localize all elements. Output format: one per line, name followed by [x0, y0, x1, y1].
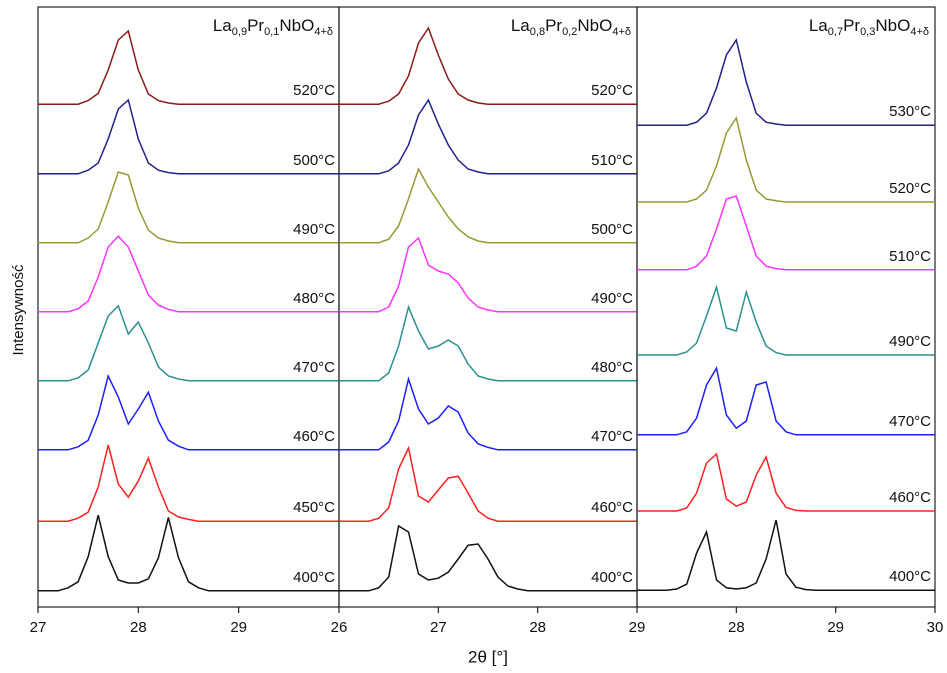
x-axis-label: 2θ [°]	[468, 647, 508, 666]
series-label: 470°C	[889, 413, 931, 430]
series-label: 400°C	[591, 569, 633, 586]
x-tick-label: 30	[927, 619, 944, 636]
series-label: 520°C	[889, 180, 931, 197]
series-label: 520°C	[591, 82, 633, 99]
xrd-line	[637, 452, 935, 512]
xrd-line	[38, 304, 339, 382]
xrd-line	[637, 366, 935, 436]
panel-title: La0,9Pr0,1NbO4+δ	[213, 16, 333, 37]
panel-frame	[636, 6, 936, 608]
xrd-line	[339, 445, 637, 522]
series-label: 460°C	[293, 428, 335, 445]
xrd-line	[38, 235, 339, 313]
xrd-line	[339, 236, 637, 313]
panel-title: La0,8Pr0,2NbO4+δ	[511, 16, 631, 37]
xrd-line	[38, 444, 339, 522]
y-axis-label: Intensywność	[10, 264, 27, 355]
xrd-line	[637, 195, 935, 271]
series-label: 510°C	[889, 248, 931, 265]
series-label: 490°C	[591, 290, 633, 307]
x-tick-label: 27	[430, 619, 447, 636]
series-label: 460°C	[889, 489, 931, 506]
series-label: 450°C	[293, 499, 335, 516]
x-tick-label: 29	[629, 619, 646, 636]
series-label: 470°C	[293, 359, 335, 376]
series-label: 480°C	[591, 359, 633, 376]
series-label: 500°C	[293, 152, 335, 169]
xrd-line	[637, 38, 935, 126]
x-tick-label: 29	[827, 619, 844, 636]
x-tick-label: 29	[230, 619, 247, 636]
series-label: 490°C	[293, 221, 335, 238]
xrd-line	[339, 167, 637, 244]
series-label: 470°C	[591, 428, 633, 445]
series-label: 400°C	[889, 568, 931, 585]
xrd-line	[339, 524, 637, 592]
x-tick-label: 28	[728, 619, 745, 636]
x-tick-label: 28	[529, 619, 546, 636]
series-label: 510°C	[591, 152, 633, 169]
xrd-line	[637, 519, 935, 591]
panel-title: La0,7Pr0,3NbO4+δ	[809, 16, 929, 37]
series-label: 500°C	[591, 221, 633, 238]
series-label: 530°C	[889, 103, 931, 120]
xrd-line	[637, 116, 935, 203]
xrd-line	[339, 98, 637, 175]
x-tick-label: 26	[331, 619, 348, 636]
series-label: 460°C	[591, 499, 633, 516]
xrd-line	[339, 376, 637, 451]
xrd-line	[339, 26, 637, 105]
series-label: 480°C	[293, 290, 335, 307]
x-tick-label: 28	[130, 619, 147, 636]
series-label: 490°C	[889, 333, 931, 350]
xrd-line	[38, 29, 339, 105]
series-label: 400°C	[293, 569, 335, 586]
xrd-line	[38, 98, 339, 175]
xrd-line	[637, 284, 935, 356]
xrd-line	[38, 373, 339, 451]
x-tick-label: 27	[30, 619, 47, 636]
xrd-line	[38, 171, 339, 244]
xrd-line	[339, 304, 637, 382]
series-label: 520°C	[293, 82, 335, 99]
xrd-line	[38, 515, 339, 592]
